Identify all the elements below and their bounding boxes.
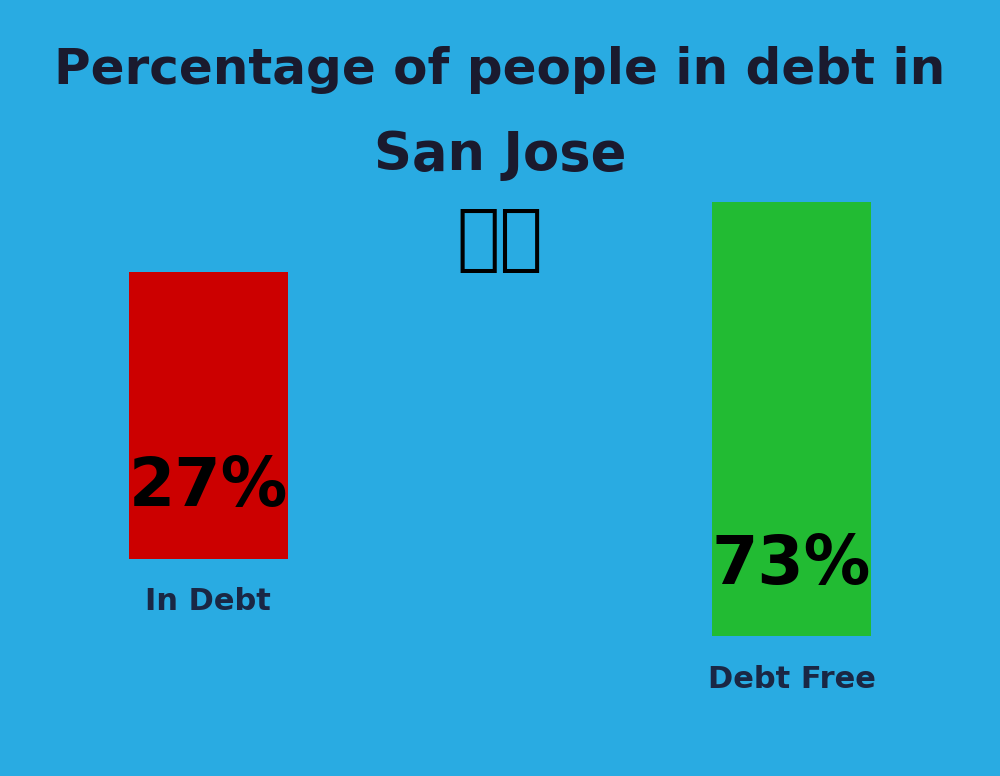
- Text: 🇺🇸: 🇺🇸: [457, 206, 543, 275]
- Text: San Jose: San Jose: [374, 129, 626, 182]
- Text: In Debt: In Debt: [145, 587, 271, 616]
- Text: 27%: 27%: [129, 454, 288, 520]
- FancyBboxPatch shape: [712, 202, 871, 636]
- Text: 73%: 73%: [712, 532, 871, 598]
- Text: Debt Free: Debt Free: [708, 664, 876, 694]
- FancyBboxPatch shape: [129, 272, 288, 559]
- Text: Percentage of people in debt in: Percentage of people in debt in: [54, 46, 946, 94]
